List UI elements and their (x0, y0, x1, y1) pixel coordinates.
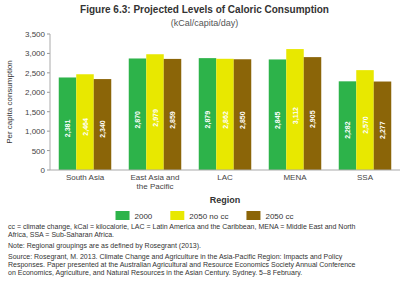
data-label: 2,277 (379, 121, 387, 139)
legend-swatch (246, 211, 260, 220)
y-tick-label: 1,000 (25, 127, 46, 136)
data-label: 2,845 (274, 111, 282, 129)
y-axis-label: Per capita consumption (5, 60, 14, 144)
text-line: SSA (357, 173, 374, 182)
data-label: 2,282 (344, 121, 352, 139)
bars (59, 49, 392, 170)
text-line: cc = climate change, kCal = kilocalorie,… (8, 223, 356, 231)
bar (356, 70, 374, 170)
y-tick-label: 2,500 (25, 69, 46, 78)
y-tick-label: 3,500 (25, 30, 46, 39)
legend-item: 2050 cc (246, 211, 293, 221)
bar (304, 57, 322, 170)
legend-item: 2050 no cc (170, 211, 228, 221)
text-line: MENA (283, 173, 307, 182)
y-tick-label: 1,500 (25, 108, 46, 117)
subtitle: (kCal/capita/day) (171, 18, 239, 28)
background (0, 0, 409, 304)
data-label: 2,464 (82, 118, 90, 136)
bar (59, 77, 77, 170)
bar (146, 54, 164, 170)
legend-item: 2000 (116, 211, 153, 221)
text-line: South Asia (66, 173, 105, 182)
text-line: Source: Rosegrant, M. 2013. Climate Chan… (8, 253, 343, 261)
x-axis-label: Region (210, 195, 241, 205)
x-tick-label: LAC (217, 173, 233, 182)
y-tick-label: 3,000 (25, 49, 46, 58)
text-line: Note: Regional groupings are as defined … (8, 242, 201, 250)
bar (199, 58, 217, 170)
bar (76, 74, 94, 170)
chart: Figure 6.3: Projected Levels of Caloric … (0, 0, 409, 304)
data-label: 2,905 (309, 110, 317, 128)
legend-label: 2050 no cc (189, 212, 228, 221)
bar (164, 59, 182, 170)
data-label: 2,862 (222, 111, 230, 129)
bar (234, 59, 252, 170)
y-axis (50, 34, 51, 170)
data-labels: 2,381 2,870 2,879 2,845 2,282 2,464 2,979 2,862… (64, 107, 387, 139)
bar (269, 59, 287, 170)
bar (129, 58, 147, 170)
bar (286, 49, 304, 170)
data-label: 2,859 (169, 111, 177, 129)
x-tick-label: SSA (357, 173, 374, 182)
legend-label: 2000 (135, 212, 153, 221)
text-line: LAC (217, 173, 233, 182)
bar (216, 59, 234, 170)
footnote: Source: Rosegrant, M. 2013. Climate Chan… (8, 253, 356, 277)
y-tick-label: 500 (32, 147, 46, 156)
data-label: 2,340 (99, 120, 107, 138)
data-label: 3,112 (292, 107, 300, 124)
title: Figure 6.3: Projected Levels of Caloric … (80, 4, 329, 15)
footnote: Note: Regional groupings are as defined … (8, 242, 201, 250)
legend: 2000 2050 no cc 2050 cc (116, 211, 294, 221)
legend-label: 2050 cc (265, 212, 293, 221)
y-tick-label: 0 (41, 166, 46, 175)
text-line: on Economics, Agriculture, and Natural R… (8, 269, 302, 277)
text-line: Africa, SSA = Sub-Saharan Africa. (8, 231, 114, 238)
data-label: 2,879 (204, 111, 212, 129)
x-axis (50, 170, 400, 171)
bar (94, 79, 112, 170)
data-label: 2,979 (152, 109, 160, 127)
bar (339, 81, 357, 170)
footnote: cc = climate change, kCal = kilocalorie,… (8, 223, 356, 238)
data-label: 2,870 (134, 111, 142, 129)
text-line: East Asia and (131, 173, 180, 182)
legend-swatch (116, 211, 130, 220)
data-label: 2,381 (64, 120, 72, 138)
data-label: 2,570 (362, 116, 370, 134)
bar (374, 82, 392, 170)
text-line: Responses. Paper presented at the Austra… (8, 261, 356, 269)
y-tick-label: 2,000 (25, 88, 46, 97)
x-tick-label: East Asia andthe Pacific (131, 173, 180, 191)
text-line: the Pacific (137, 182, 174, 191)
data-label: 2,850 (239, 111, 247, 129)
x-tick-label: South Asia (66, 173, 105, 182)
legend-swatch (170, 211, 184, 220)
x-tick-label: MENA (283, 173, 307, 182)
